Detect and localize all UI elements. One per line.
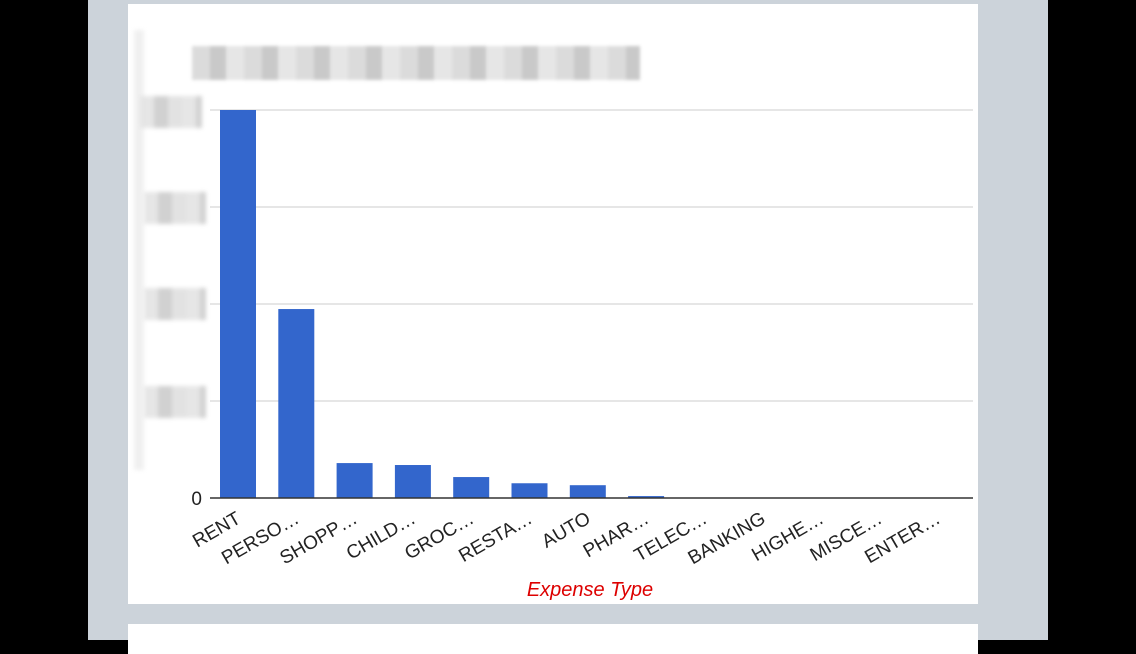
- bar-4[interactable]: [453, 477, 489, 498]
- bar-2[interactable]: [337, 463, 373, 498]
- x-tick-labels: RENTPERSO…SHOPP…CHILD…GROC…RESTA…AUTOPHA…: [189, 508, 944, 569]
- x-axis-title: Expense Type: [527, 579, 653, 601]
- bar-chart: RENTPERSO…SHOPP…CHILD…GROC…RESTA…AUTOPHA…: [0, 0, 1136, 640]
- gridlines: [210, 110, 973, 401]
- bar-6[interactable]: [570, 485, 606, 498]
- bar-5[interactable]: [512, 483, 548, 498]
- bar-1[interactable]: [278, 309, 314, 498]
- y-tick-labels: 0: [191, 489, 202, 510]
- bar-3[interactable]: [395, 465, 431, 498]
- y-tick-label: 0: [191, 489, 202, 510]
- bar-0[interactable]: [220, 110, 256, 498]
